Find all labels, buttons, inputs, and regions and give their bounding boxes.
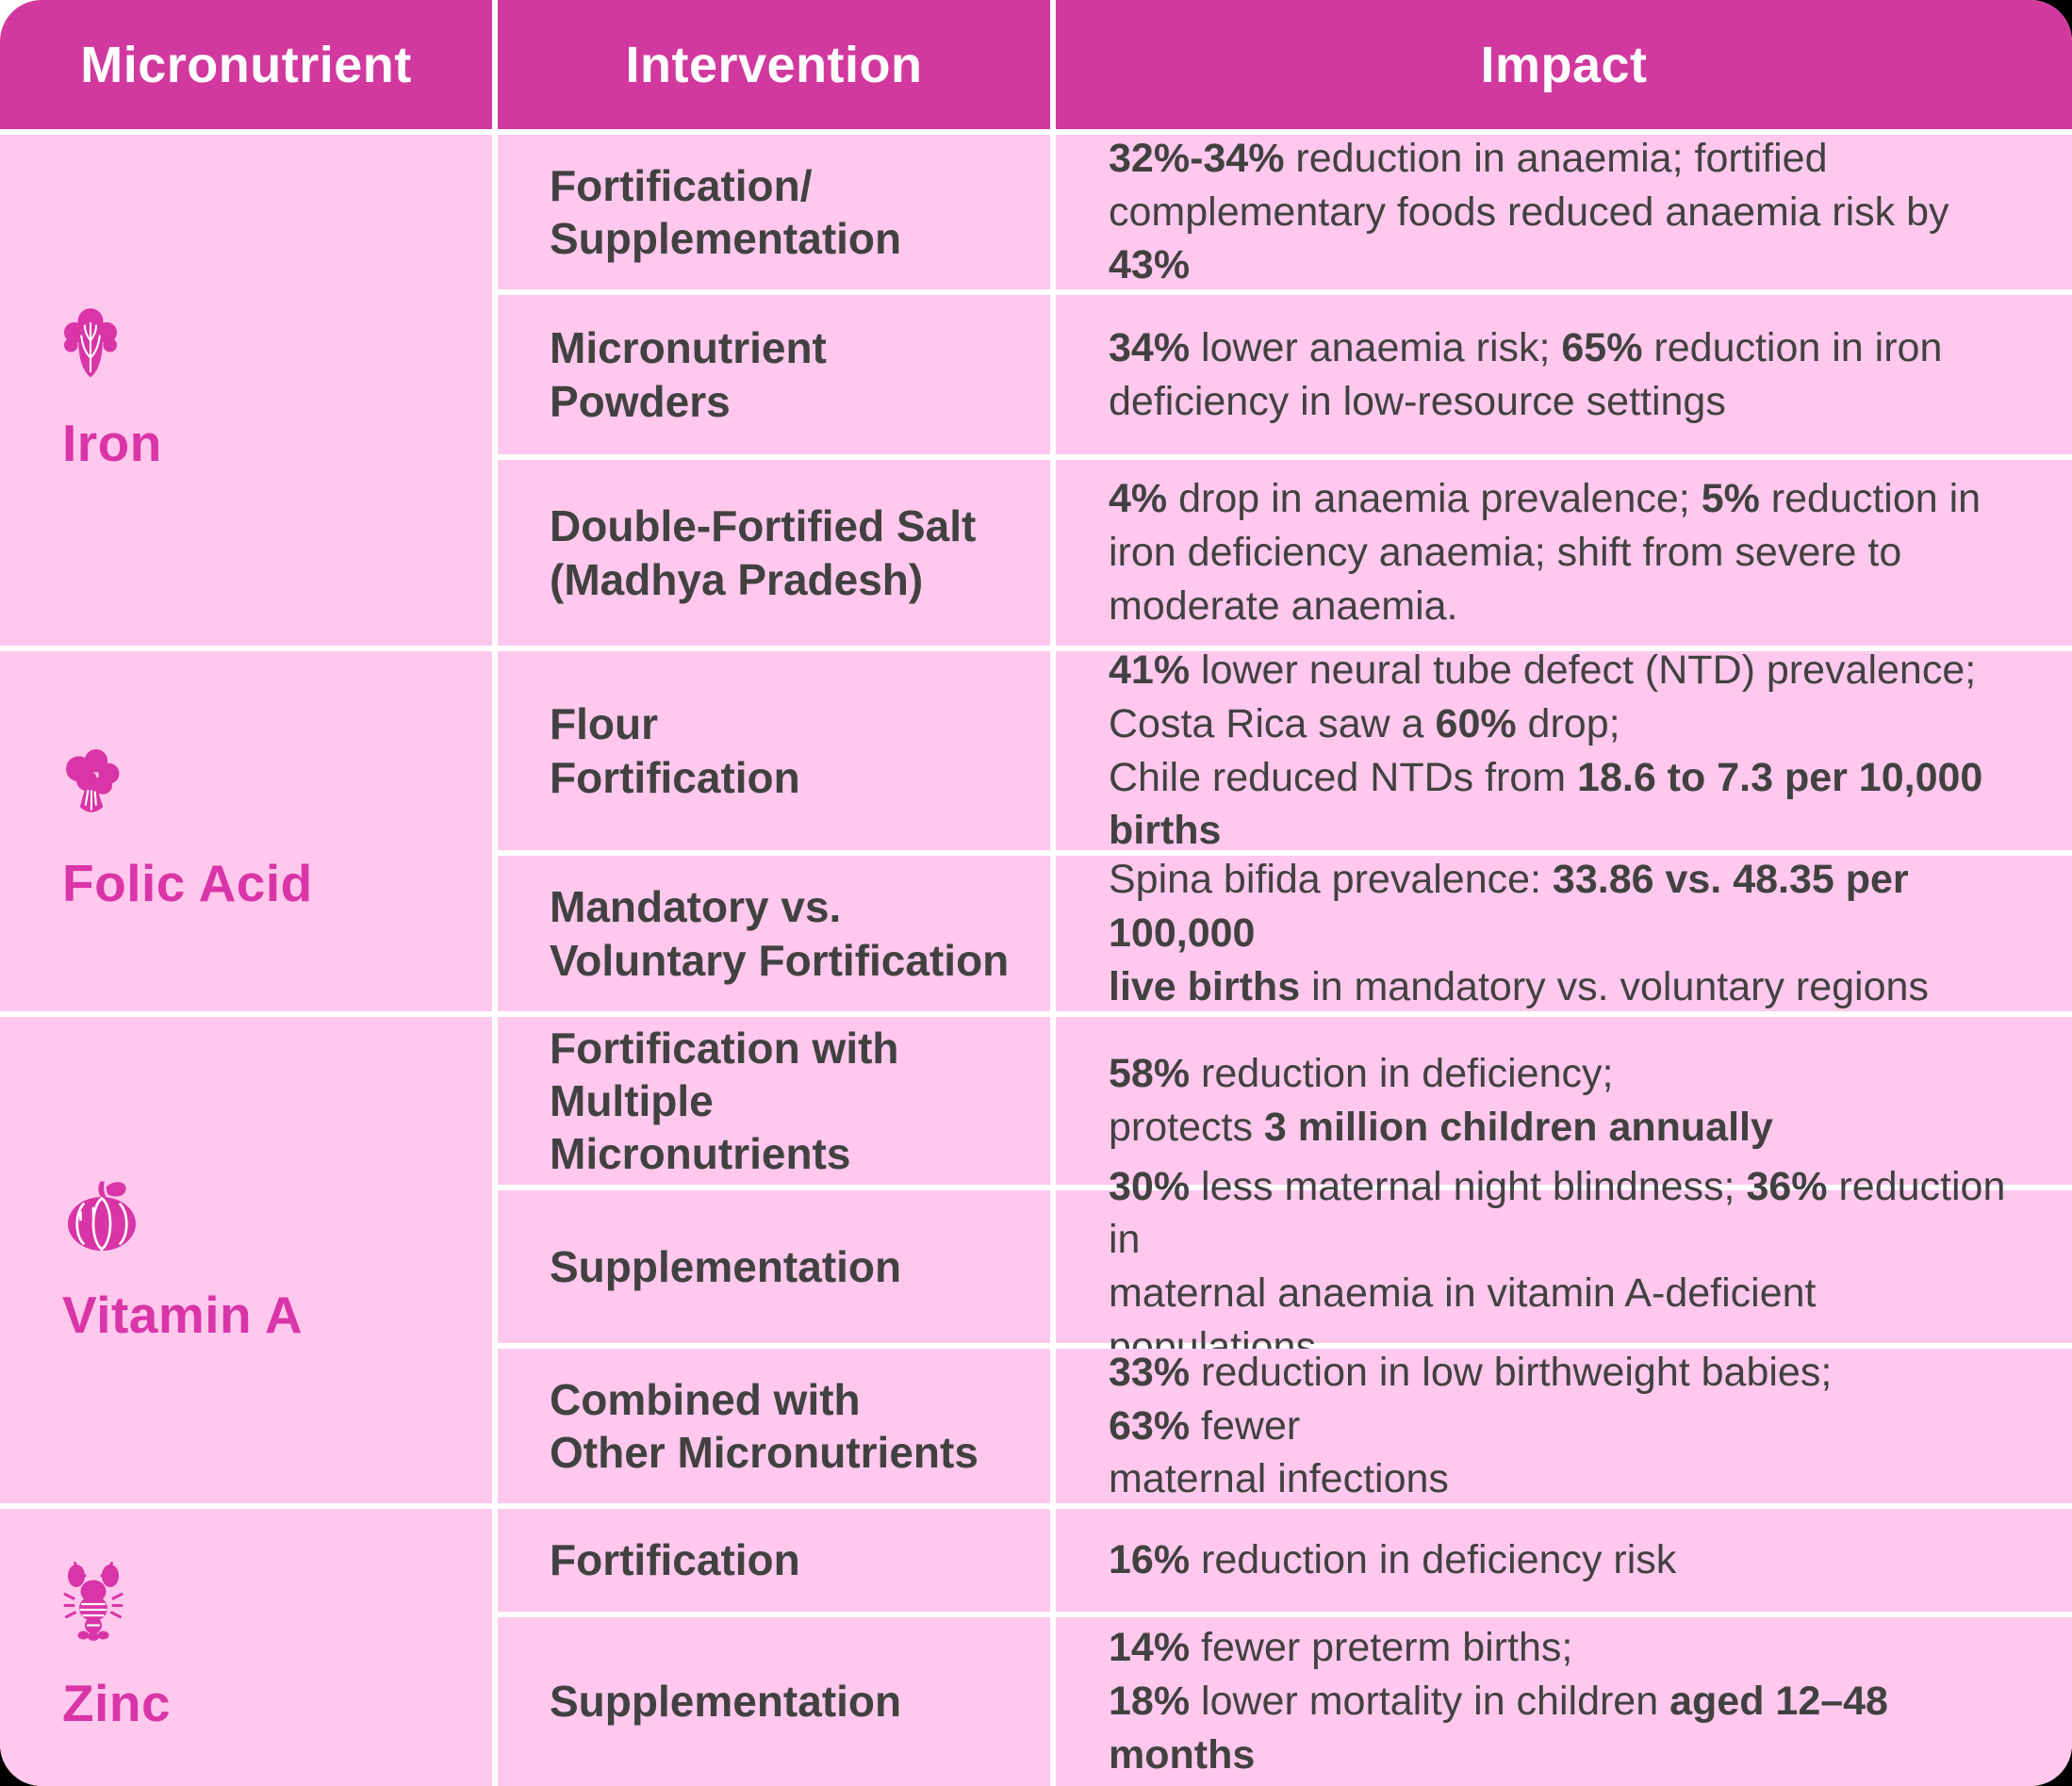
intervention-text: Supplementation — [550, 1677, 902, 1727]
micronutrient-label: Zinc — [62, 1674, 172, 1732]
impact-cell: 33% reduction in low birthweight babies;… — [1056, 1349, 2072, 1503]
impact-cell: 58% reduction in deficiency; protects 3 … — [1056, 1017, 2072, 1185]
impact-text: 14% fewer preterm births; 18% lower mort… — [1109, 1625, 1888, 1778]
intervention-cell: Fortification — [498, 1509, 1050, 1612]
lobster-icon — [62, 1562, 124, 1641]
impact-text: 58% reduction in deficiency; protects 3 … — [1109, 1051, 1773, 1150]
impact-text: 41% lower neural tube defect (NTD) preva… — [1109, 647, 1983, 854]
intervention-cell: Mandatory vs. Voluntary Fortification — [498, 856, 1050, 1011]
intervention-text: Fortification/ Supplementation — [550, 160, 902, 263]
column-header-impact: Impact — [1056, 0, 2072, 129]
micronutrient-cell-zinc: Zinc — [0, 1509, 492, 1786]
column-header-intervention: Intervention — [498, 0, 1050, 129]
intervention-cell: Combined with Other Micronutrients — [498, 1349, 1050, 1503]
intervention-text: Flour Fortification — [550, 699, 800, 802]
impact-cell: 32%-34% reduction in anaemia; fortified … — [1056, 135, 2072, 289]
intervention-cell: Supplementation — [498, 1190, 1050, 1343]
broccoli-icon — [62, 749, 121, 821]
intervention-text: Fortification with Multiple Micronutrien… — [550, 1023, 899, 1179]
intervention-text: Mandatory vs. Voluntary Fortification — [550, 882, 1010, 985]
column-header-micronutrient: Micronutrient — [0, 0, 492, 129]
impact-text: 30% less maternal night blindness; 36% r… — [1109, 1163, 2006, 1369]
impact-text: Spina bifida prevalence: 33.86 vs. 48.35… — [1109, 857, 1929, 1009]
intervention-text: Supplementation — [550, 1241, 902, 1291]
micronutrient-label: Iron — [62, 414, 162, 472]
intervention-cell: Flour Fortification — [498, 651, 1050, 850]
intervention-cell: Fortification with Multiple Micronutrien… — [498, 1017, 1050, 1185]
micronutrient-cell-vitamin-a: Vitamin A — [0, 1017, 492, 1503]
impact-text: 33% reduction in low birthweight babies;… — [1109, 1349, 1833, 1502]
impact-cell: Spina bifida prevalence: 33.86 vs. 48.35… — [1056, 856, 2072, 1011]
intervention-cell: Fortification/ Supplementation — [498, 135, 1050, 289]
intervention-text: Fortification — [550, 1535, 800, 1585]
micronutrient-label: Folic Acid — [62, 854, 313, 912]
impact-text: 4% drop in anaemia prevalence; 5% reduct… — [1109, 476, 1982, 629]
pumpkin-icon — [62, 1175, 141, 1253]
micronutrient-label: Vitamin A — [62, 1286, 304, 1344]
intervention-text: Combined with Other Micronutrients — [550, 1374, 978, 1477]
impact-cell: 16% reduction in deficiency risk — [1056, 1509, 2072, 1612]
impact-text: 16% reduction in deficiency risk — [1109, 1537, 1677, 1583]
micronutrient-cell-iron: Iron — [0, 135, 492, 646]
impact-text: 34% lower anaemia risk; 65% reduction in… — [1109, 324, 1943, 424]
micronutrient-cell-folic-acid: Folic Acid — [0, 651, 492, 1011]
intervention-cell: Micronutrient Powders — [498, 295, 1050, 454]
intervention-cell: Double-Fortified Salt (Madhya Pradesh) — [498, 460, 1050, 646]
impact-cell: 34% lower anaemia risk; 65% reduction in… — [1056, 295, 2072, 454]
intervention-cell: Supplementation — [498, 1617, 1050, 1786]
intervention-text: Micronutrient Powders — [550, 323, 827, 426]
impact-cell: 4% drop in anaemia prevalence; 5% reduct… — [1056, 460, 2072, 646]
impact-cell: 41% lower neural tube defect (NTD) preva… — [1056, 647, 2072, 853]
impact-cell: 14% fewer preterm births; 18% lower mort… — [1056, 1617, 2072, 1786]
lettuce-icon — [62, 307, 119, 381]
impact-text: 32%-34% reduction in anaemia; fortified … — [1109, 135, 1949, 288]
intervention-text: Double-Fortified Salt (Madhya Pradesh) — [550, 501, 977, 604]
impact-cell: 30% less maternal night blindness; 36% r… — [1056, 1164, 2072, 1369]
